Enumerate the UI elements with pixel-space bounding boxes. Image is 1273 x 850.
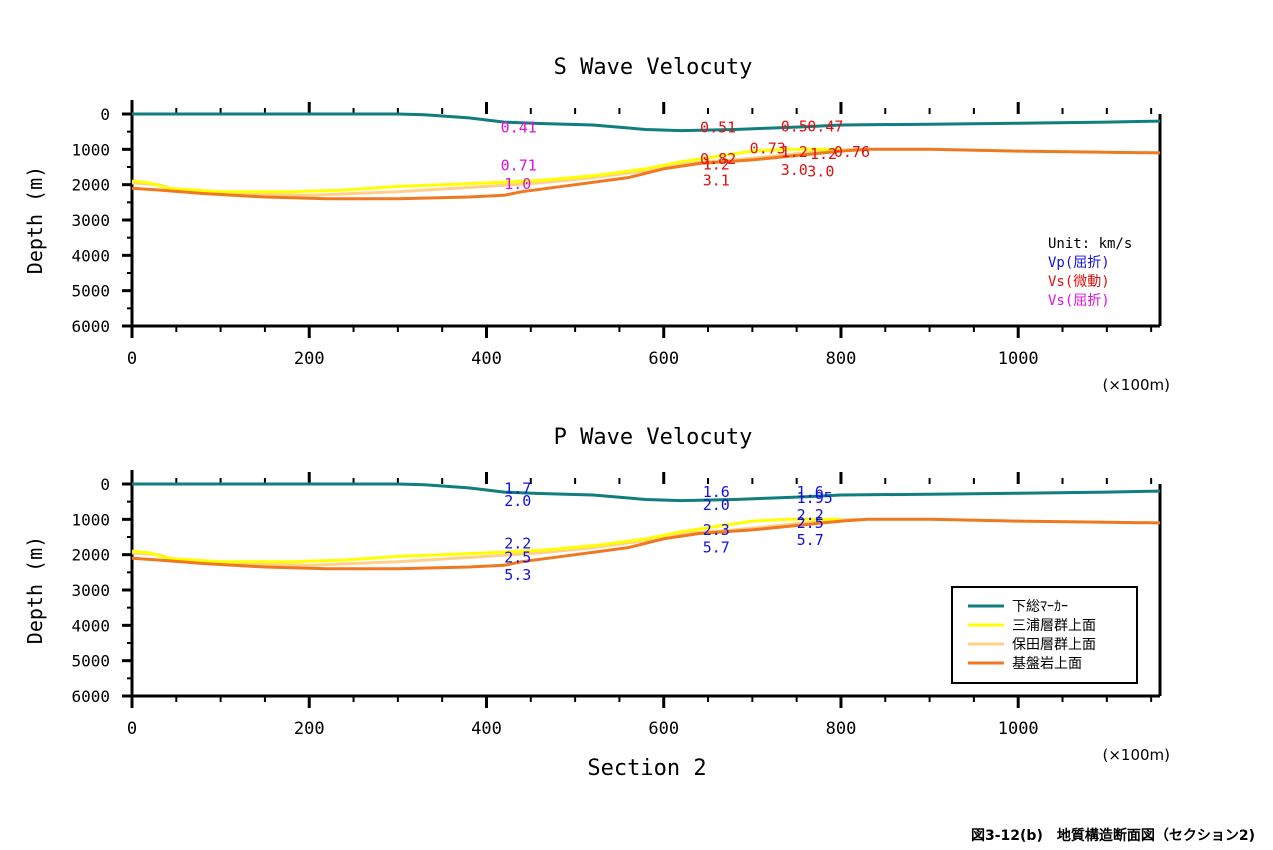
s-wave-ylabel: Depth (m) [23,166,47,274]
p-wave-axes: 0 200 400 600 800 1000 0 1000 2000 3000 4000 5000 60… [71,470,1162,739]
velocity-label: 0.73 [750,140,786,158]
series-line [132,112,1161,133]
series-line [131,517,859,567]
x-tick-label: 0 [127,349,137,369]
velocity-label: 2.0 [504,492,531,510]
y-tick-label: 5000 [71,282,110,301]
velocity-label: 0.47 [807,117,843,135]
velocity-label: 0.82 [700,150,736,168]
s-wave-axes: 0 200 400 600 800 1000 0 1000 2000 3000 4000 5000 60… [71,100,1162,369]
velocity-label: 3.0 [807,163,834,181]
y-tick-label: 0 [100,105,110,124]
p-wave-annotations: 1.72.02.22.55.31.62.02.35.71.61.952.22.5… [504,480,833,585]
x-tick-label: 1000 [998,349,1039,369]
velocity-label: 2.2 [797,506,824,524]
x-tick-label: 800 [826,719,857,739]
velocity-label: 1.6 [703,483,730,501]
y-tick-label: 5000 [71,652,110,671]
legend-label-basement: 基盤岩上面 [1012,655,1082,672]
velocity-label: 3.0 [781,161,808,179]
velocity-label: 0.41 [501,118,537,136]
velocity-label: 5.7 [703,539,730,557]
velocity-label: 1.6 [797,483,824,501]
series-line [131,517,1161,571]
velocity-label: 0.5 [781,117,808,135]
velocity-label: 2.2 [504,534,531,552]
unit-legend-vp: Vp(屈折) [1048,255,1110,271]
y-tick-label: 3000 [71,211,110,230]
s-wave-xunit: (×100m) [1102,376,1170,394]
y-tick-label: 0 [100,475,110,494]
legend-label-shimousa-marker: 下総ﾏｰｶｰ [1012,599,1068,615]
x-tick-label: 200 [294,349,325,369]
p-wave-series [131,482,1161,571]
velocity-label: 1.7 [504,480,531,498]
velocity-label: 1.2 [703,155,730,173]
x-tick-label: 1000 [998,719,1039,739]
legend: 下総ﾏｰｶｰ 三浦層群上面 保田層群上面 基盤岩上面 [951,586,1138,684]
y-tick-label: 2000 [71,546,110,565]
unit-legend-vs-microtremor: Vs(微動) [1048,274,1110,290]
series-line [132,482,1161,503]
y-tick-label: 6000 [71,687,110,706]
y-tick-label: 3000 [71,581,110,600]
x-tick-label: 600 [648,719,679,739]
velocity-label: 2.5 [797,514,824,532]
x-tick-label: 400 [471,719,502,739]
y-tick-label: 2000 [71,176,110,195]
velocity-label: 0.71 [501,157,537,175]
legend-label-hota-group: 保田層群上面 [1012,637,1096,653]
y-tick-label: 1000 [71,510,110,529]
series-line [131,147,841,194]
figure-caption: 図3-12(b) 地質構造断面図（セクション2) [971,827,1255,844]
unit-legend-vs-refraction: Vs(屈折) [1048,293,1110,309]
velocity-label: 0.76 [834,143,870,161]
x-tick-label: 400 [471,349,502,369]
velocity-label: 0.51 [700,118,736,136]
s-wave-panel: S Wave Velocuty Depth (m) (×100m) 0 200 40… [23,55,1170,394]
unit-legend: Unit: km/s Vp(屈折) Vs(微動) Vs(屈折) [1048,236,1132,309]
y-tick-label: 6000 [71,317,110,336]
x-tick-label: 600 [648,349,679,369]
p-wave-title: P Wave Velocuty [554,425,753,450]
unit-legend-unit: Unit: km/s [1048,236,1132,252]
s-wave-title: S Wave Velocuty [554,55,753,80]
velocity-label: 2.3 [703,521,730,539]
velocity-label: 3.1 [703,171,730,189]
legend-box [951,586,1138,684]
velocity-label: 1.2 [781,143,808,161]
x-tick-label: 200 [294,719,325,739]
y-tick-label: 1000 [71,140,110,159]
series-line [131,517,841,564]
p-wave-xunit: (×100m) [1102,746,1170,764]
x-tick-label: 800 [826,349,857,369]
velocity-label: 5.3 [504,566,531,584]
p-wave-ylabel: Depth (m) [23,536,47,644]
velocity-label: 5.7 [797,531,824,549]
velocity-label: 2.5 [504,548,531,566]
y-tick-label: 4000 [71,616,110,635]
velocity-label: 1.2 [810,145,837,163]
velocity-label: 1.95 [797,489,833,507]
s-wave-annotations: 0.410.711.00.510.821.23.10.730.5 0.471.2 1… [501,117,870,193]
legend-label-miura-group: 三浦層群上面 [1012,618,1096,634]
section-label: Section 2 [587,756,706,781]
x-tick-label: 0 [127,719,137,739]
velocity-label: 2.0 [703,496,730,514]
series-line [131,147,1161,201]
y-tick-label: 4000 [71,246,110,265]
s-wave-series [131,112,1161,201]
p-wave-panel: P Wave Velocuty Depth (m) (×100m) Sectio… [23,425,1170,781]
velocity-label: 1.0 [504,175,531,193]
